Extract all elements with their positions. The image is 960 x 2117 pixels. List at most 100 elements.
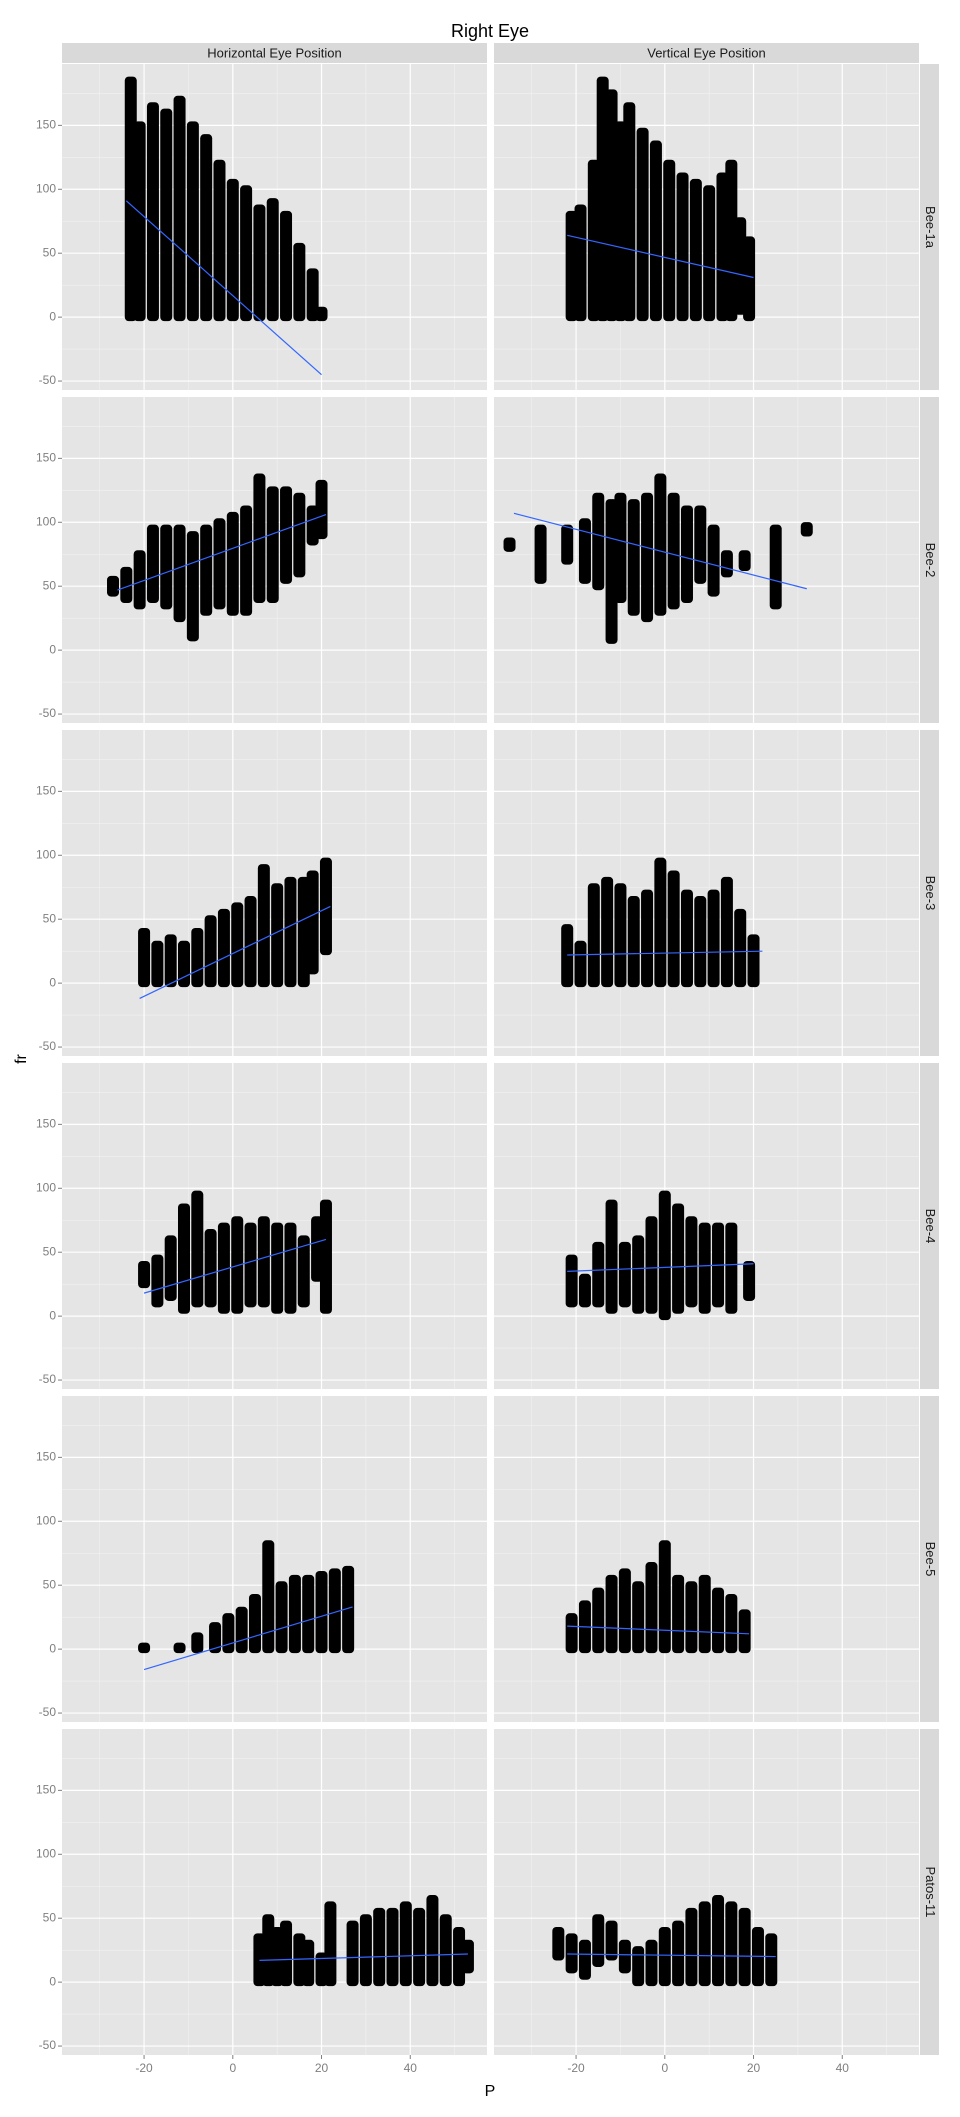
point-cloud [503,537,516,552]
point-cloud [645,1216,658,1314]
point-cloud [738,1609,751,1654]
point-cloud [565,1613,578,1654]
point-cloud [694,505,707,584]
point-cloud [173,524,186,623]
point-cloud [302,1574,315,1654]
point-cloud [636,127,649,322]
point-cloud [426,1895,439,1987]
point-cloud [645,1562,658,1654]
fit-line [117,514,327,591]
x-tick-label: -20 [567,2061,585,2075]
point-cloud [146,102,159,322]
point-cloud [698,1222,711,1314]
point-cloud [359,1914,372,1987]
point-cloud [342,1565,355,1654]
point-cloud [667,492,680,610]
point-cloud [306,268,319,322]
point-cloud [685,1216,698,1308]
point-cloud [151,940,164,988]
panel-background [62,1396,487,1722]
point-cloud [680,505,693,603]
y-tick-label: 100 [36,1180,56,1194]
point-cloud [271,883,284,988]
point-cloud [672,1574,685,1654]
y-axis-label: fr [13,1053,30,1063]
point-cloud [672,1920,685,1987]
row-strip [920,1396,939,1722]
x-tick-label: 0 [229,2061,236,2075]
point-cloud [618,1241,631,1308]
point-cloud [703,185,716,322]
x-tick-label: -20 [135,2061,153,2075]
point-cloud [461,1939,474,1974]
y-tick-label: -50 [39,706,57,720]
y-tick-label: -50 [39,1039,57,1053]
column-strip [62,43,487,63]
x-tick-label: 20 [747,2061,761,2075]
column-strip-label: Horizontal Eye Position [207,45,341,60]
y-tick-label: 100 [36,1846,56,1860]
y-tick-label: 150 [36,784,56,798]
point-cloud [244,896,257,988]
point-cloud [605,1574,618,1654]
point-cloud [373,1907,386,1987]
y-tick-label: 50 [43,1244,57,1258]
point-cloud [248,1593,261,1654]
point-cloud [204,1229,217,1308]
point-cloud [213,518,226,610]
point-cloud [280,1920,293,1987]
point-cloud [561,924,574,988]
point-cloud [240,505,253,616]
point-cloud [222,1613,235,1654]
point-cloud [592,1914,605,1967]
fit-line [567,950,763,956]
row-strip-label: Bee-1a [923,206,938,249]
point-cloud [138,1642,151,1654]
fit-line [143,1238,327,1294]
point-cloud [226,178,239,322]
point-cloud [453,1926,466,1987]
point-cloud [146,524,159,603]
point-cloud [186,531,199,642]
point-cloud [164,934,177,988]
point-cloud [262,1540,275,1654]
point-cloud [257,864,270,988]
x-tick-label: 40 [404,2061,418,2075]
point-cloud [231,902,244,988]
y-tick-label: 50 [43,1910,57,1924]
fit-line [567,234,754,279]
point-cloud [315,1570,328,1654]
point-cloud [413,1907,426,1987]
point-cloud [658,1926,671,1987]
point-cloud [627,499,640,616]
point-cloud [328,1568,341,1654]
point-cloud [623,102,636,322]
point-cloud [257,1216,270,1308]
point-cloud [667,870,680,988]
point-cloud [138,927,151,988]
y-tick-label: 100 [36,1513,56,1527]
point-cloud [685,1581,698,1654]
point-cloud [743,236,756,322]
column-strip [494,43,919,63]
point-cloud [160,108,173,322]
point-cloud [685,1907,698,1987]
point-cloud [765,1933,778,1987]
point-cloud [614,883,627,988]
point-cloud [747,934,760,988]
point-cloud [725,1901,738,1987]
row-strip [920,397,939,723]
fit-line [125,200,322,376]
point-cloud [244,1222,257,1308]
point-cloud [614,492,627,603]
point-cloud [293,242,306,322]
point-cloud [658,1540,671,1654]
panel-background [494,1396,919,1722]
point-cloud [574,204,587,322]
fit-line [259,1953,468,1961]
point-cloud [720,550,733,578]
point-cloud [164,1235,177,1301]
row-strip-label: Bee-3 [923,876,938,911]
